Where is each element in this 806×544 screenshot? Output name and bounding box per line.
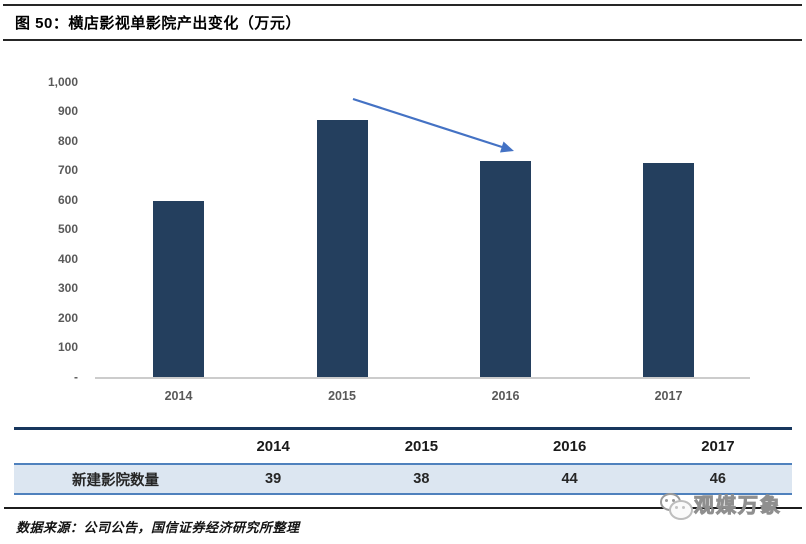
y-tick-label: 900 xyxy=(57,104,78,119)
y-tick-label: 800 xyxy=(57,133,78,148)
y-tick-label: 400 xyxy=(57,251,78,266)
y-tick-label: 700 xyxy=(57,163,78,178)
y-tick-label: - xyxy=(74,370,78,384)
footer-border-line xyxy=(4,507,802,509)
y-tick-label: 600 xyxy=(57,192,78,207)
figure-title: 图 50：横店影视单影院产出变化（万元） xyxy=(15,15,301,32)
y-tick-label: 100 xyxy=(57,340,78,355)
watermark-text: 观媒万象 xyxy=(694,495,782,518)
x-tick-label: 2014 xyxy=(164,389,193,403)
table-value-cell: 44 xyxy=(561,471,578,487)
table-row-label: 新建影院数量 xyxy=(72,472,159,489)
table-header-cell: 2015 xyxy=(404,438,439,455)
table-header-cell: 2014 xyxy=(256,438,290,455)
table-row: 新建影院数量 39 38 44 46 xyxy=(14,465,792,495)
x-tick-label: 2016 xyxy=(491,389,520,403)
table-value-cell: 38 xyxy=(413,471,430,487)
bar-chart: 1,000 900 800 700 600 500 400 300 200 100 - 2014 201… xyxy=(0,46,806,416)
y-tick-label: 500 xyxy=(57,222,78,237)
y-tick-label: 200 xyxy=(57,310,78,325)
top-border-line xyxy=(3,4,802,6)
bar-2016 xyxy=(480,161,531,377)
y-tick-label: 300 xyxy=(57,281,78,296)
table-header-row: 2014 2015 2016 2017 xyxy=(14,430,792,465)
bar-2017 xyxy=(643,162,694,377)
table-header-cell: 2016 xyxy=(552,438,587,455)
bar-2014 xyxy=(153,201,204,377)
title-underline xyxy=(3,39,802,41)
table-value-cell: 39 xyxy=(265,471,282,487)
watermark: 观媒万象 xyxy=(658,491,782,521)
source-note: 数据来源：公司公告，国信证券经济研究所整理 xyxy=(16,520,300,535)
chat-bubble-large xyxy=(669,500,693,520)
x-tick-label: 2017 xyxy=(654,389,683,403)
x-tick-label: 2015 xyxy=(328,389,356,403)
table-header-cell: 2017 xyxy=(701,438,735,455)
table-value-cell: 46 xyxy=(709,471,726,487)
chat-bubbles-icon xyxy=(658,492,694,520)
x-axis-line xyxy=(95,377,750,379)
y-tick-label: 1,000 xyxy=(47,74,78,89)
bar-2015 xyxy=(316,119,368,377)
new-cinema-count-table: 2014 2015 2016 2017 新建影院数量 39 38 44 46 xyxy=(14,427,792,495)
